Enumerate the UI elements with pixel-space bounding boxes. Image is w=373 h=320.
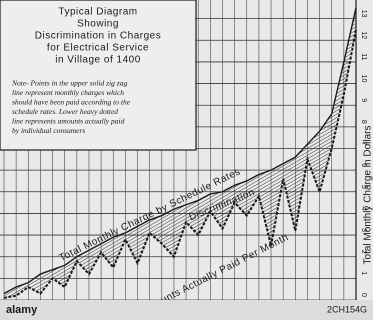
- y-tick-label: 11: [360, 53, 367, 60]
- discrimination-area: [4, 7, 356, 298]
- watermark-id: 2CH154G: [327, 304, 367, 314]
- chart-title: Discrimination in Charges: [35, 31, 161, 42]
- title-box-frame: [0, 0, 197, 151]
- y-tick-label: 12: [360, 31, 367, 39]
- y-tick-label: 10: [360, 75, 367, 83]
- note-line: schedule rates. Lower heavy dotted: [12, 107, 118, 116]
- chart-title: Showing: [77, 19, 119, 30]
- note-line: line represent monthly charges which: [12, 88, 124, 97]
- y-tick-label: 1: [360, 271, 367, 275]
- chart-title: Typical Diagram: [58, 7, 137, 18]
- chart-title: in Village of 1400: [55, 55, 141, 66]
- chart-title: for Electrical Service: [47, 43, 149, 54]
- y-axis-label: Total Monthly Charge in Dollars: [363, 126, 373, 265]
- note-line: Note- Points in the upper solid zig zag: [11, 79, 127, 88]
- y-tick-label: 13: [360, 10, 367, 18]
- series-line: [3, 29, 357, 299]
- y-tick-label: 6: [360, 163, 367, 167]
- y-tick-label: 3: [360, 228, 367, 232]
- y-tick-label: 8: [360, 120, 367, 124]
- watermark-brand: alamy: [6, 304, 38, 316]
- y-tick-label: 7: [360, 142, 367, 146]
- series-line: [3, 7, 357, 295]
- y-tick-label: 5: [360, 185, 367, 189]
- y-tick-label: 2: [360, 250, 367, 254]
- note-line: should have been paid according to the: [12, 98, 131, 107]
- y-tick-label: 0: [360, 293, 367, 297]
- note-line: line represents amounts actually paid: [12, 117, 125, 126]
- y-tick-label: 9: [360, 98, 367, 102]
- y-tick-label: 4: [360, 206, 367, 210]
- note-line: by individual consumers: [12, 126, 85, 135]
- watermark-bar: [0, 300, 373, 320]
